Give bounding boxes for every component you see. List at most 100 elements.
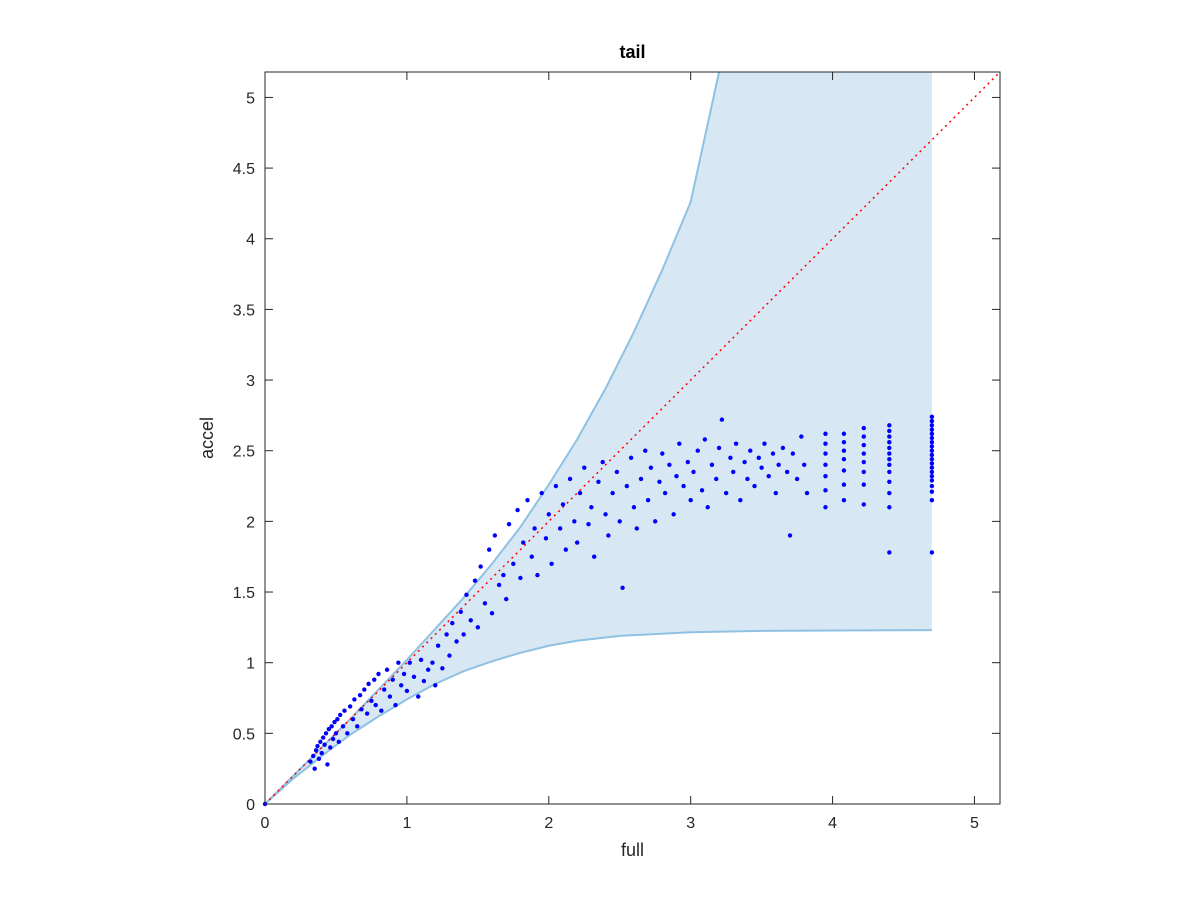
data-point [780,445,786,451]
plot-area [262,71,1001,807]
data-point [478,564,483,569]
data-point [518,575,523,581]
data-point [560,502,566,507]
data-point [929,435,935,441]
data-point [719,417,725,422]
data-point [468,618,473,623]
data-point [929,473,935,479]
data-point [330,736,336,742]
data-point [369,698,374,704]
data-point [929,423,935,428]
data-point [315,743,320,749]
data-point [691,469,696,475]
data-point [591,554,597,559]
data-point [496,582,502,588]
data-point [515,507,520,513]
data-point [435,643,441,648]
data-point [770,451,776,456]
data-point [742,459,747,465]
y-tick-label: 5 [246,90,255,107]
data-point [929,414,935,420]
data-point [662,490,668,496]
data-point [396,660,401,665]
data-point [525,497,530,503]
data-point [929,550,935,555]
data-point [759,465,764,470]
data-point [379,708,384,713]
data-point [366,681,371,687]
data-point [521,540,526,545]
data-point [790,451,796,456]
data-point [596,479,601,485]
data-point [333,731,339,736]
data-point [362,687,367,692]
data-point [586,522,591,527]
data-point [861,425,866,431]
data-point [582,465,587,470]
data-point [501,572,506,578]
data-point [929,448,935,453]
data-point [464,592,469,598]
data-point [887,434,892,439]
y-tick-label: 0.5 [233,726,255,743]
data-point [411,674,417,680]
data-point [841,431,847,436]
data-point [450,620,455,626]
data-point [861,434,866,439]
data-point [347,704,353,709]
y-tick-label: 4.5 [233,161,255,178]
x-axis-label: full [621,840,644,860]
data-point [801,462,807,468]
data-point [631,505,637,510]
data-point [376,671,381,677]
data-point [574,540,580,545]
data-point [823,505,828,510]
data-point [364,711,370,716]
data-point [557,526,563,531]
data-point [638,476,644,482]
data-point [929,456,935,462]
y-tick-label: 2.5 [233,444,255,461]
data-point [823,473,828,479]
data-point [929,440,935,445]
data-point [723,490,729,496]
data-point [458,609,464,615]
data-point [620,585,625,590]
data-point [606,533,611,538]
data-point [546,512,551,517]
data-point [929,483,935,489]
data-point [643,448,648,453]
data-point [709,462,715,468]
data-point [861,442,866,448]
data-point [716,445,722,451]
data-point [804,490,810,496]
data-point [614,469,620,475]
confidence-band [265,72,932,804]
data-point [699,488,705,493]
data-point [929,444,935,449]
data-point [762,441,767,446]
x-tick-label: 0 [261,815,270,832]
data-point [572,519,577,524]
data-point [714,476,719,482]
data-point [355,724,360,729]
data-point [372,677,377,682]
data-point [553,483,559,489]
band-upper-edge [264,71,721,805]
data-point [617,519,622,524]
data-point [511,561,516,566]
data-point [539,490,544,496]
data-point [320,735,326,740]
identity-reference-line [264,71,1001,805]
data-point [688,497,693,503]
data-point [399,683,404,688]
data-point [929,497,935,503]
data-point [311,753,316,759]
x-tick-label: 1 [402,815,411,832]
data-point [454,639,459,644]
x-tick-label: 5 [970,815,979,832]
data-point [731,469,736,475]
data-point [325,762,330,767]
data-point [702,437,708,442]
